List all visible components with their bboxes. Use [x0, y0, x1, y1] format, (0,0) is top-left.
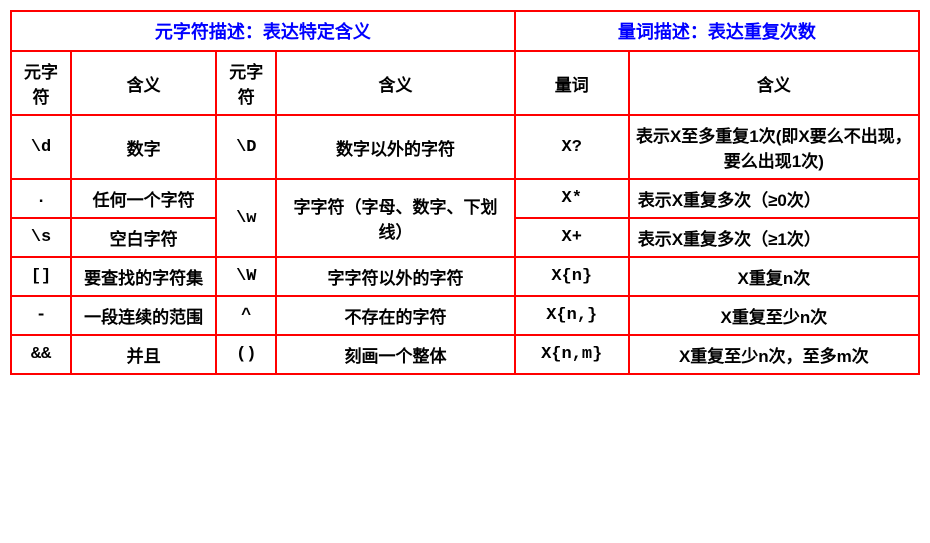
cell-meta: [] [11, 257, 71, 296]
cell-quant: X* [515, 179, 629, 218]
cell-meta: && [11, 335, 71, 374]
cell-meaning: 字字符以外的字符 [276, 257, 514, 296]
cell-meaning: 空白字符 [71, 218, 216, 257]
cell-meaning: 要查找的字符集 [71, 257, 216, 296]
header-row: 元字符描述：表达特定含义 量词描述：表达重复次数 [11, 11, 919, 51]
cell-meaning: 数字 [71, 115, 216, 179]
cell-quantmean: X重复n次 [629, 257, 919, 296]
cell-meta: ^ [216, 296, 276, 335]
table-row: . 任何一个字符 \w 字字符（字母、数字、下划线） X* 表示X重复多次（≥0… [11, 179, 919, 218]
table-row: - 一段连续的范围 ^ 不存在的字符 X{n,} X重复至少n次 [11, 296, 919, 335]
cell-meta: \D [216, 115, 276, 179]
cell-meta: \s [11, 218, 71, 257]
table-row: && 并且 () 刻画一个整体 X{n,m} X重复至少n次，至多m次 [11, 335, 919, 374]
cell-quant: X? [515, 115, 629, 179]
cell-meta: . [11, 179, 71, 218]
subheader-meta2: 元字符 [216, 51, 276, 115]
subheader-meaning1: 含义 [71, 51, 216, 115]
cell-meta: () [216, 335, 276, 374]
cell-meaning: 不存在的字符 [276, 296, 514, 335]
cell-quant: X{n,} [515, 296, 629, 335]
subheader-quant: 量词 [515, 51, 629, 115]
cell-quantmean: X重复至少n次，至多m次 [629, 335, 919, 374]
cell-quant: X+ [515, 218, 629, 257]
table-row: \d 数字 \D 数字以外的字符 X? 表示X至多重复1次(即X要么不出现，要么… [11, 115, 919, 179]
cell-meta: \W [216, 257, 276, 296]
cell-meaning: 数字以外的字符 [276, 115, 514, 179]
cell-meaning: 并且 [71, 335, 216, 374]
cell-meta: \d [11, 115, 71, 179]
cell-quant: X{n,m} [515, 335, 629, 374]
quant-header: 量词描述：表达重复次数 [515, 11, 919, 51]
cell-quantmean: X重复至少n次 [629, 296, 919, 335]
cell-meaning: 一段连续的范围 [71, 296, 216, 335]
meta-header: 元字符描述：表达特定含义 [11, 11, 515, 51]
subheader-meta1: 元字符 [11, 51, 71, 115]
cell-meaning: 任何一个字符 [71, 179, 216, 218]
cell-meaning: 刻画一个整体 [276, 335, 514, 374]
cell-meaning: 字字符（字母、数字、下划线） [276, 179, 514, 257]
cell-quantmean: 表示X重复多次（≥1次） [629, 218, 919, 257]
cell-quantmean: 表示X至多重复1次(即X要么不出现，要么出现1次) [629, 115, 919, 179]
subheader-meaning2: 含义 [276, 51, 514, 115]
regex-reference-table: 元字符描述：表达特定含义 量词描述：表达重复次数 元字符 含义 元字符 含义 量… [10, 10, 920, 375]
subheader-quantmean: 含义 [629, 51, 919, 115]
table-row: [] 要查找的字符集 \W 字字符以外的字符 X{n} X重复n次 [11, 257, 919, 296]
cell-quant: X{n} [515, 257, 629, 296]
cell-meta: \w [216, 179, 276, 257]
cell-quantmean: 表示X重复多次（≥0次） [629, 179, 919, 218]
subheader-row: 元字符 含义 元字符 含义 量词 含义 [11, 51, 919, 115]
cell-meta: - [11, 296, 71, 335]
